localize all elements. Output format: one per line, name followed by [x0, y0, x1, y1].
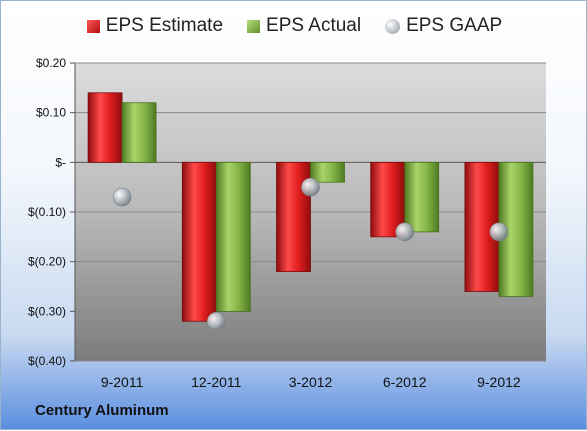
y-tick-label: $(0.10)	[28, 205, 66, 219]
legend-item-eps-actual: EPS Actual	[247, 15, 361, 37]
marker-eps-gaap	[395, 222, 415, 242]
marker-eps-gaap	[207, 311, 226, 331]
legend-label-eps-gaap: EPS GAAP	[406, 15, 503, 36]
bar-eps-estimate	[181, 161, 217, 322]
chart-legend: EPS Estimate EPS Actual EPS GAAP	[1, 15, 587, 37]
y-tick-label: $0.10	[36, 106, 66, 120]
y-tick-label: $(0.40)	[28, 354, 66, 368]
x-tick-label: 9-2011	[101, 374, 144, 390]
legend-item-eps-estimate: EPS Estimate	[86, 15, 224, 37]
y-tick-label: $(0.30)	[28, 304, 66, 318]
marker-eps-gaap	[112, 187, 132, 207]
bar-eps-estimate	[370, 161, 406, 238]
company-name: Century Aluminum	[35, 402, 169, 419]
legend-label-eps-actual: EPS Actual	[266, 15, 362, 36]
legend-swatch-eps-actual	[247, 19, 261, 33]
bar-eps-estimate	[87, 92, 123, 163]
y-tick-label: $0.20	[36, 56, 66, 70]
legend-item-eps-gaap: EPS GAAP	[385, 15, 502, 37]
bar-eps-actual	[121, 102, 157, 163]
y-tick-label: $(0.20)	[28, 255, 66, 269]
legend-swatch-eps-gaap	[385, 18, 401, 34]
legend-label-eps-estimate: EPS Estimate	[105, 15, 224, 36]
x-tick-label: 3-2012	[289, 374, 333, 390]
marker-eps-gaap	[489, 222, 509, 242]
x-tick-label: 9-2012	[477, 374, 521, 390]
x-tick-label: 6-2012	[383, 374, 427, 390]
legend-swatch-eps-estimate	[86, 19, 100, 33]
bar-eps-actual	[310, 161, 345, 183]
y-tick-label: $-	[55, 155, 66, 169]
x-tick-label: 12-2011	[191, 374, 242, 390]
bar-eps-actual	[215, 161, 251, 312]
bar-eps-estimate	[276, 161, 311, 272]
marker-eps-gaap	[301, 177, 320, 197]
bar-eps-actual	[404, 161, 440, 233]
